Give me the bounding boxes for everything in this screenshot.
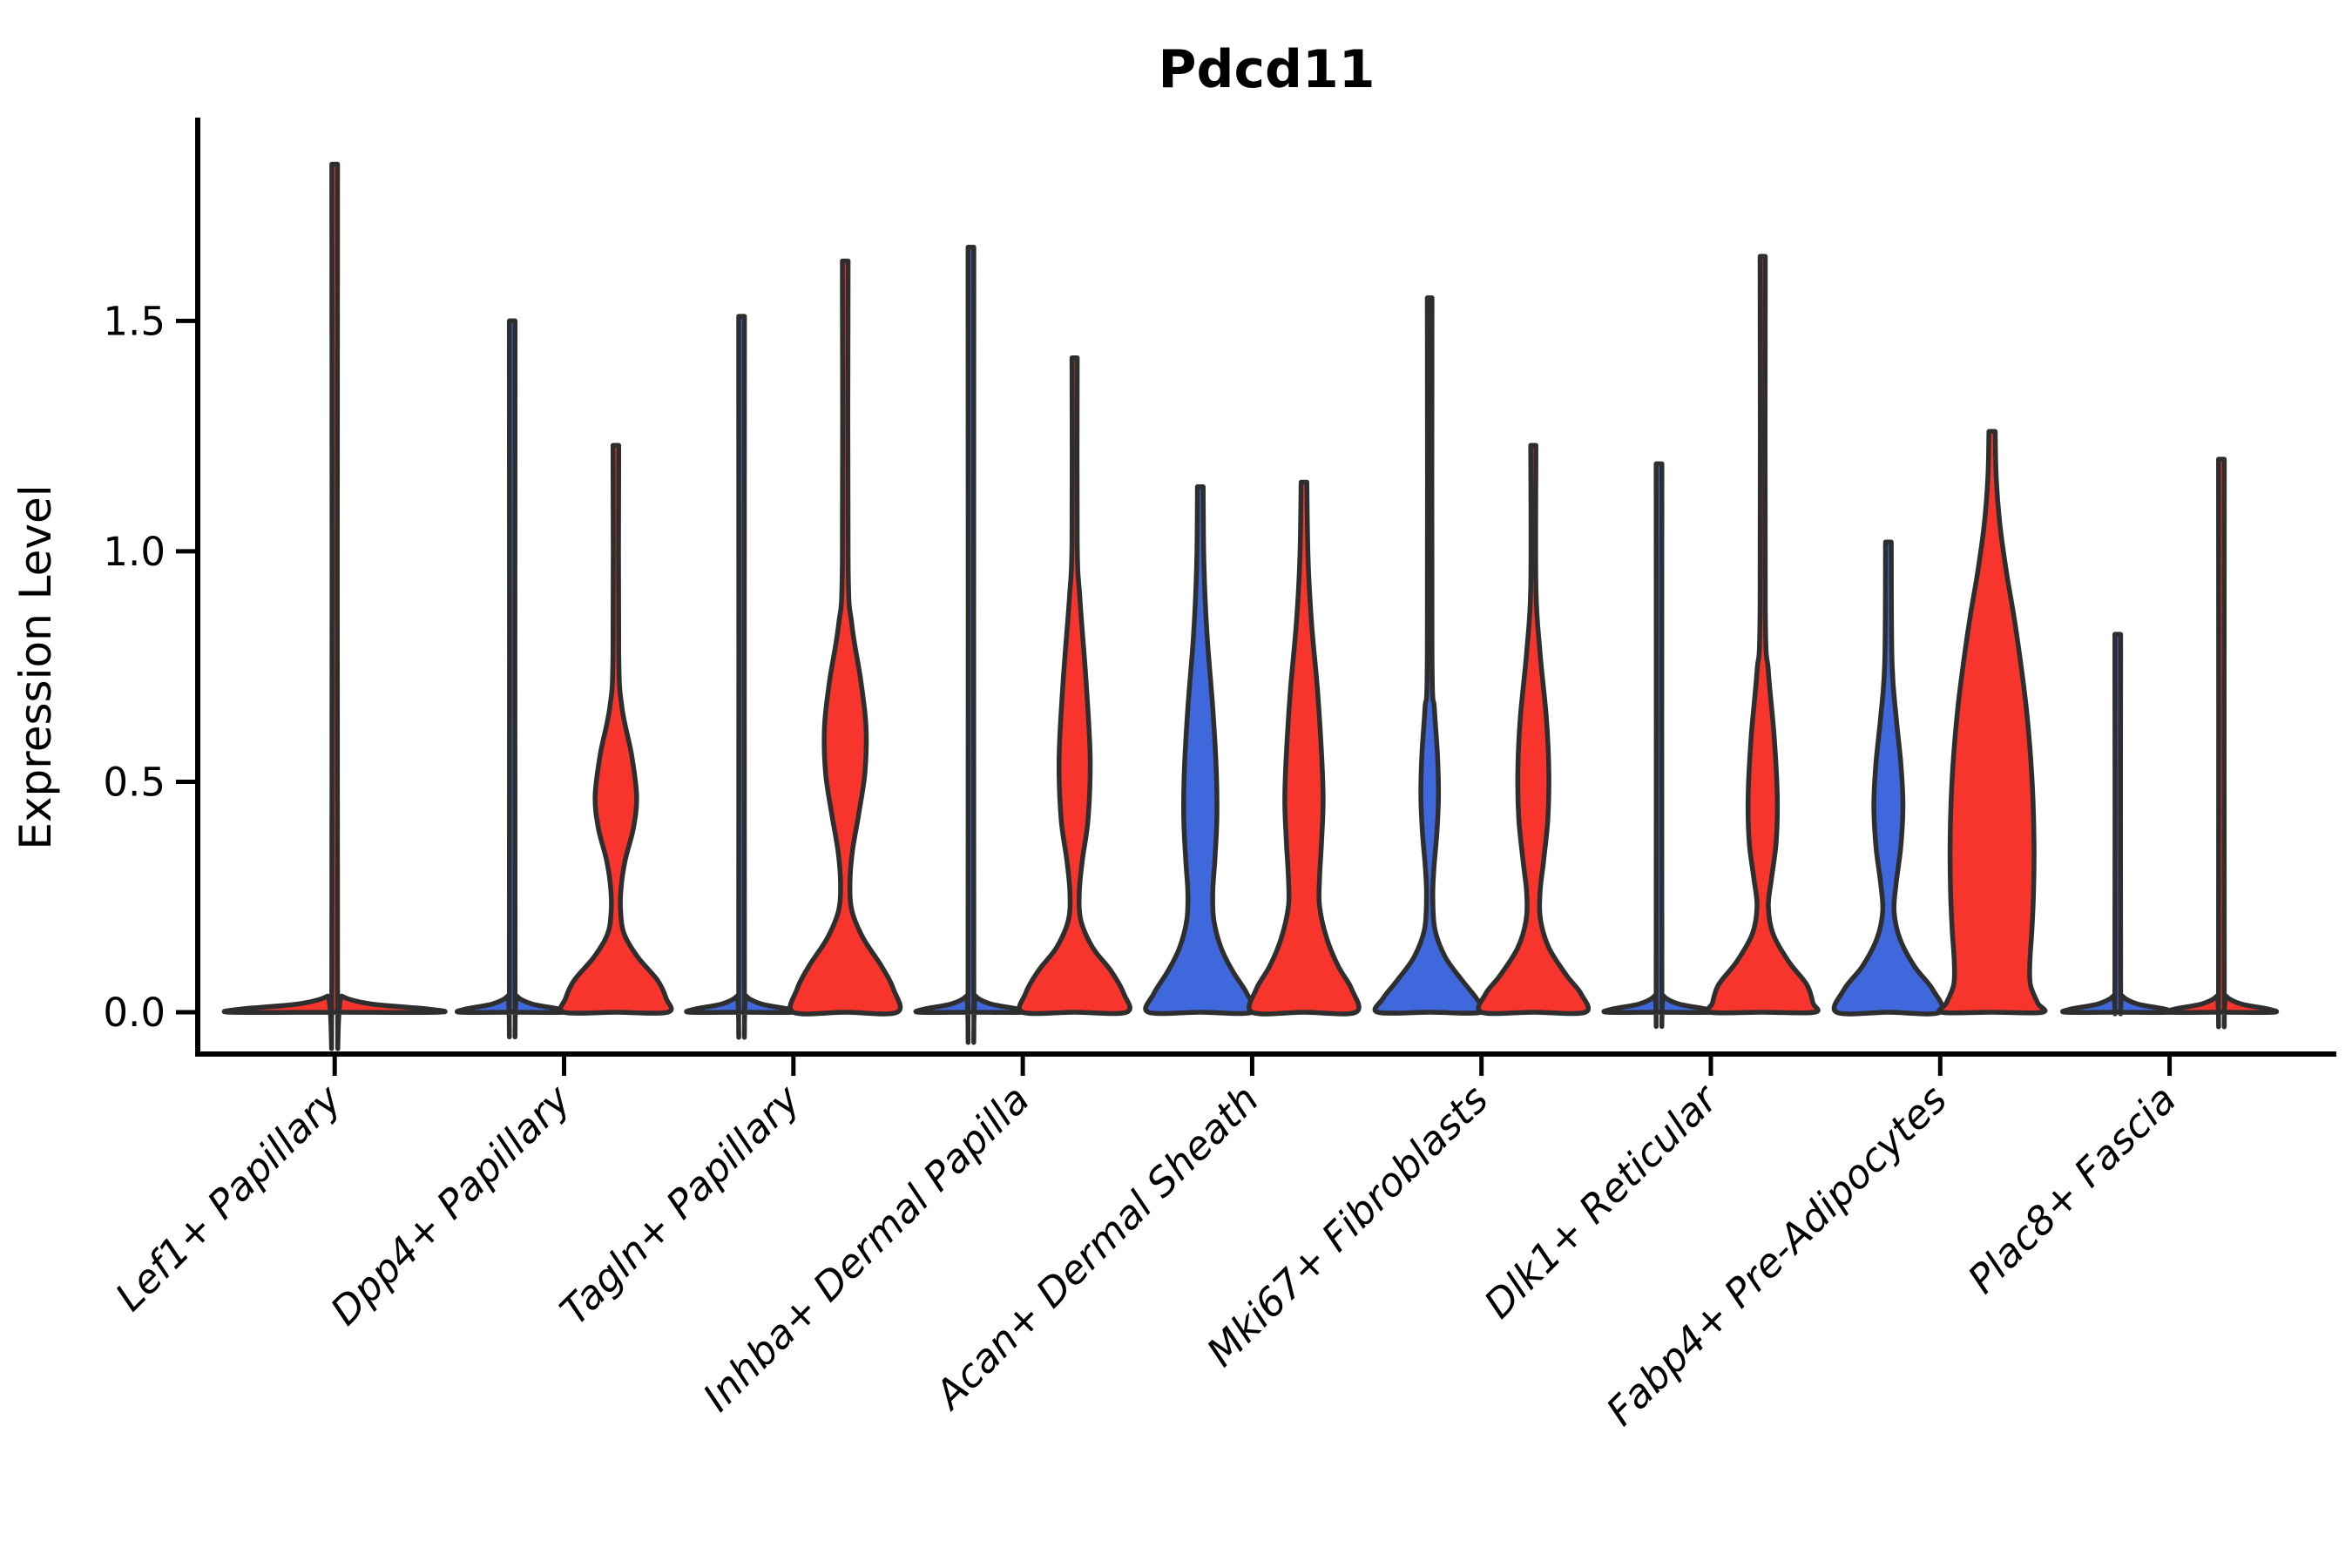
x-tick-label: Lef1+ Papillary (106, 1075, 351, 1320)
y-axis-label: Expression Level (10, 484, 61, 849)
y-tick-label: 0.5 (103, 759, 166, 805)
violin-fabp4+-red (1936, 429, 2048, 1016)
x-tick-label: Tagln+ Papillary (551, 1075, 810, 1334)
x-tick-label: Dlk1+ Reticular (1475, 1075, 1727, 1328)
violin-dlk1+-red (1705, 253, 1821, 1016)
violin-acan+-blue (1143, 484, 1258, 1017)
y-tick-label: 0.0 (103, 990, 166, 1036)
chart-title: Pdcd11 (1159, 39, 1375, 100)
violin-lef1+-red (221, 161, 448, 1051)
violin-tagln+-red (787, 258, 903, 1017)
x-tick-label: Dpp4+ Papillary (321, 1075, 580, 1334)
violin-mki67+-blue (1372, 295, 1487, 1016)
violins-layer (221, 161, 2280, 1051)
violin-dpp4+-red (558, 443, 674, 1016)
x-tick-label: Plac8+ Fascia (1959, 1076, 2186, 1302)
violin-mki67+-red (1476, 443, 1592, 1017)
violin-dpp4+-blue (455, 318, 570, 1039)
y-tick-label: 1.0 (103, 529, 166, 575)
y-tick-label: 1.5 (103, 298, 166, 344)
violin-dlk1+-blue (1601, 461, 1717, 1029)
violin-plac8+-red (2164, 456, 2280, 1030)
violin-acan+-red (1247, 479, 1362, 1017)
violin-plac8+-blue (2060, 632, 2176, 1017)
violin-inhba+-red (1017, 355, 1132, 1017)
violin-fabp4+-blue (1831, 539, 1945, 1017)
violin-tagln+-blue (684, 314, 800, 1040)
violin-inhba+-blue (913, 244, 1029, 1045)
